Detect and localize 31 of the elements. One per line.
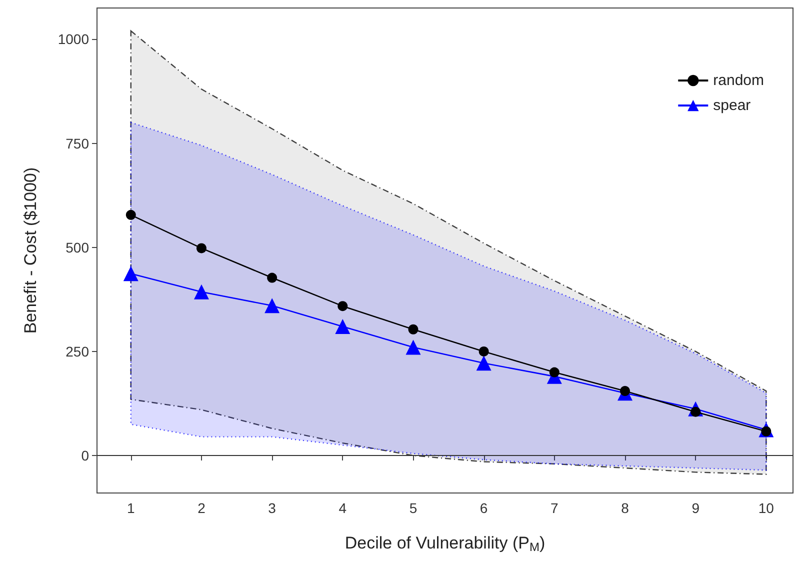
x-tick-label: 7	[550, 500, 559, 516]
point	[478, 346, 489, 356]
legend-label: random	[713, 72, 764, 89]
point	[264, 298, 280, 314]
x-tick-label: 2	[198, 500, 206, 516]
x-tick-label: 8	[621, 500, 630, 516]
x-tick-label: 10	[758, 500, 774, 516]
point	[335, 318, 350, 334]
legend-label: spear	[713, 97, 751, 114]
x-tick-label: 1	[126, 500, 135, 516]
x-tick-label: 6	[480, 500, 488, 516]
point	[267, 272, 278, 283]
point	[406, 340, 421, 355]
point	[123, 266, 138, 282]
y-tick-label: 750	[66, 135, 90, 152]
y-tick-label: 1000	[58, 31, 90, 48]
y-tick-label: 250	[66, 343, 90, 360]
point	[549, 367, 560, 378]
point	[196, 243, 206, 254]
y-tick-label: 500	[66, 239, 90, 256]
y-tick-label: 0	[81, 448, 90, 464]
point	[194, 284, 209, 300]
point	[338, 301, 348, 312]
x-tick-label: 9	[692, 500, 700, 516]
x-tick-label: 4	[338, 500, 347, 516]
x-tick-label: 5	[409, 500, 418, 516]
point	[476, 356, 492, 371]
y-axis-title: Benefit - Cost ($1000)	[21, 167, 40, 334]
point	[126, 210, 136, 220]
point	[408, 324, 418, 334]
x-tick-label: 3	[268, 500, 276, 516]
